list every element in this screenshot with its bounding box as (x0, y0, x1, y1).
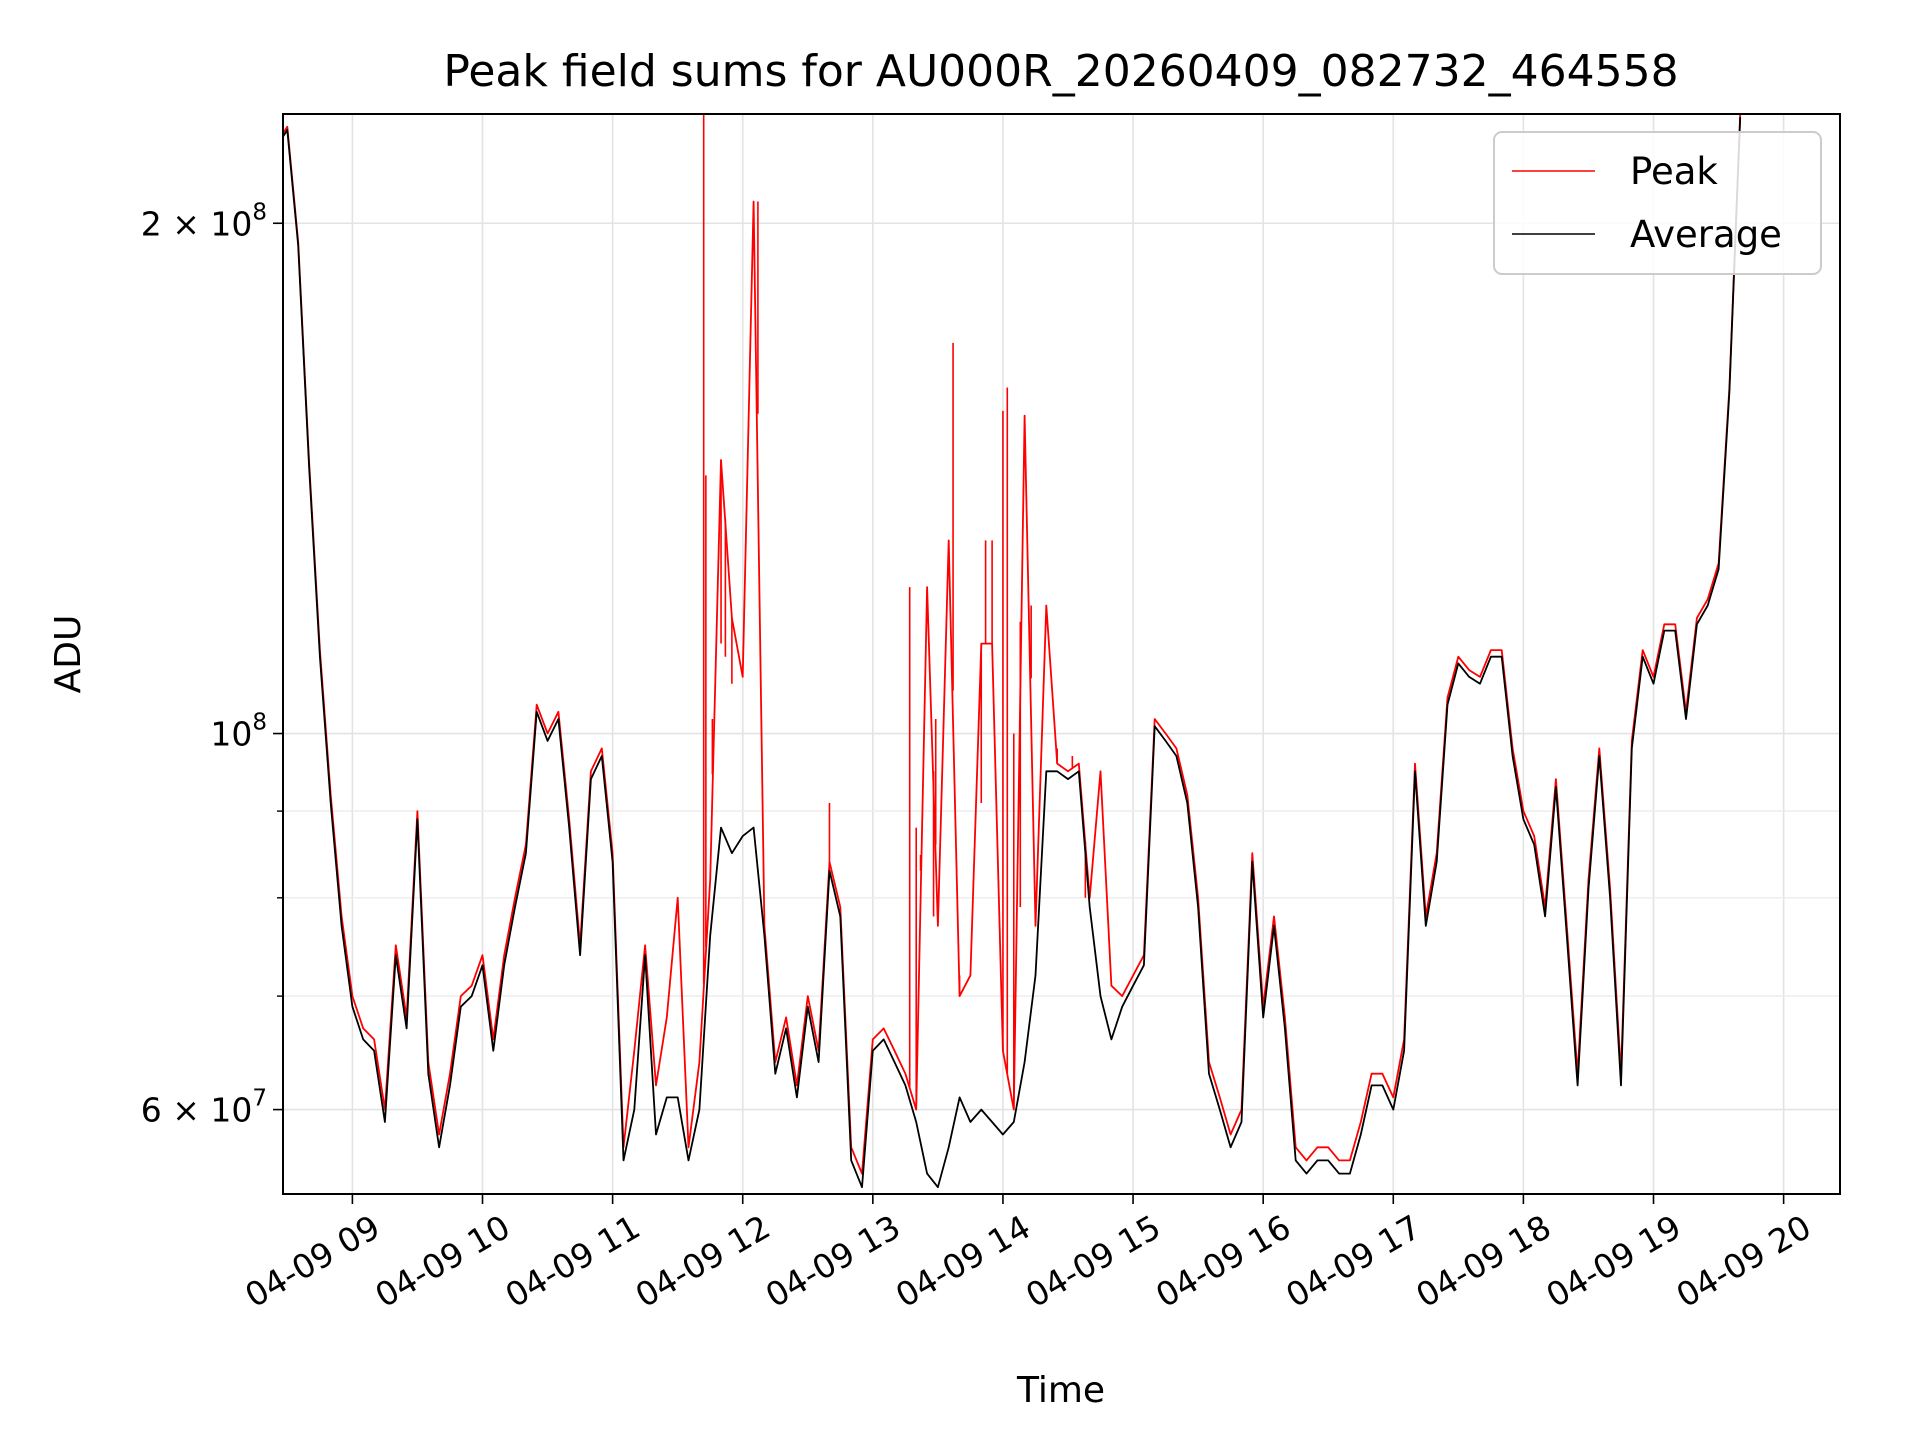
y-tick-exponent: 8 (252, 710, 267, 736)
y-tick-label: 6 × 107 (141, 1086, 267, 1130)
legend-label-average: Average (1630, 213, 1782, 256)
plot-data (283, 114, 1742, 1189)
y-tick-label: 2 × 108 (141, 199, 267, 243)
y-tick-label: 108 (210, 710, 267, 754)
plot-frame (282, 113, 1841, 1195)
legend-label-peak: Peak (1630, 150, 1718, 193)
y-tick-exponent: 7 (252, 1086, 267, 1112)
legend: Peak Average (1493, 131, 1822, 275)
y-axis-label: ADU (48, 615, 89, 694)
legend-box (1493, 131, 1822, 275)
x-axis-label: Time (1016, 1370, 1105, 1411)
chart-title: Peak field sums for AU000R_20260409_0827… (443, 46, 1678, 97)
y-tick-mantissa: 10 (210, 715, 252, 754)
grid (283, 114, 1840, 1194)
series-line-average (283, 117, 1742, 1189)
y-tick-mantissa: 6 × 10 (141, 1091, 253, 1130)
y-tick-exponent: 8 (252, 199, 267, 225)
y-tick-mantissa: 2 × 10 (141, 204, 253, 243)
series-line-peak (283, 114, 1742, 1175)
